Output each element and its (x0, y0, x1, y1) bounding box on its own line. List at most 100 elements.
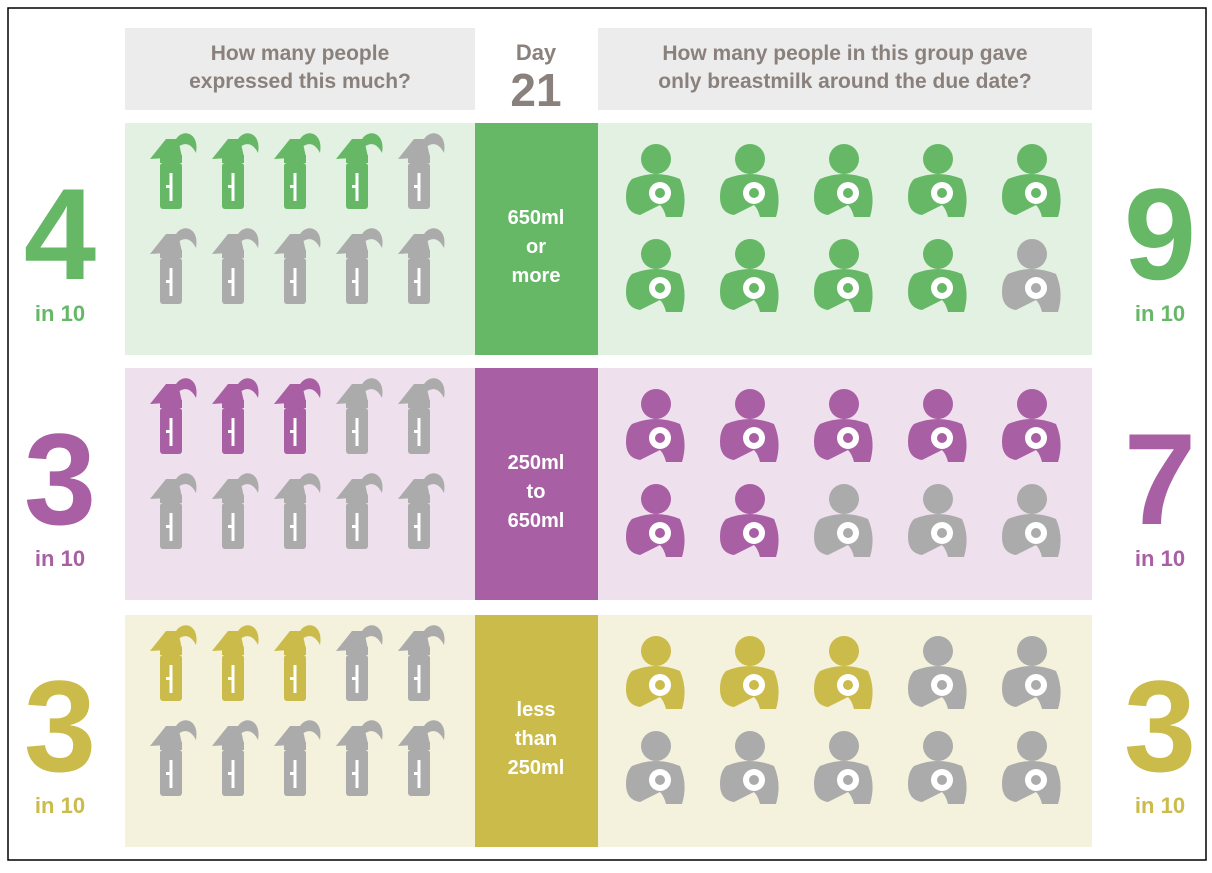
pump-icon (398, 473, 445, 549)
label-bar (475, 615, 598, 847)
baby-head (655, 433, 665, 443)
pump-funnel (274, 631, 306, 651)
head (923, 636, 953, 666)
expressed-number: 4 (24, 161, 96, 307)
nursing-icon (626, 144, 685, 217)
pump-handle (236, 133, 259, 153)
pump-funnel (336, 234, 368, 254)
head (735, 731, 765, 761)
head (1017, 389, 1047, 419)
baby-head (655, 680, 665, 690)
pump-mark (290, 677, 296, 680)
pump-mark (166, 677, 172, 680)
pump-mark (166, 280, 172, 283)
head (641, 239, 671, 269)
pump-mark (228, 677, 234, 680)
baby-head (749, 775, 759, 785)
pump-handle (422, 720, 445, 740)
head (1017, 144, 1047, 174)
head (829, 731, 859, 761)
range-label: than (515, 728, 557, 750)
pump-icon (336, 625, 383, 701)
pump-funnel (336, 631, 368, 651)
pump-funnel (212, 139, 244, 159)
head (829, 389, 859, 419)
head (923, 484, 953, 514)
nursing-icon (1002, 484, 1061, 557)
head (829, 636, 859, 666)
baby-head (937, 433, 947, 443)
pump-funnel (150, 726, 182, 746)
range-label: 250ml (508, 452, 565, 474)
baby-head (843, 528, 853, 538)
pump-icon (274, 228, 321, 304)
pump-mark (290, 772, 296, 775)
pump-funnel (336, 479, 368, 499)
range-label: or (526, 236, 546, 258)
pump-mark (228, 185, 234, 188)
header-box (125, 28, 475, 110)
baby-head (937, 775, 947, 785)
pump-funnel (274, 234, 306, 254)
baby-head (1031, 775, 1041, 785)
pump-handle (298, 625, 321, 645)
nursing-icon (908, 484, 967, 557)
pump-funnel (398, 139, 430, 159)
pump-mark (414, 430, 420, 433)
pump-handle (236, 625, 259, 645)
nursing-icon (720, 144, 779, 217)
baby-head (655, 775, 665, 785)
pump-mark (352, 280, 358, 283)
baby-head (843, 775, 853, 785)
pump-icon (336, 228, 383, 304)
pump-icon (274, 720, 321, 796)
nursing-icon (908, 389, 967, 462)
pump-neck (160, 250, 182, 258)
baby-head (749, 188, 759, 198)
header-text: only breastmilk around the due date? (658, 70, 1031, 93)
pump-neck (284, 495, 306, 503)
baby-head (843, 680, 853, 690)
baby-head (1031, 680, 1041, 690)
pump-mark (228, 280, 234, 283)
pump-neck (284, 647, 306, 655)
pump-funnel (150, 139, 182, 159)
pump-mark (290, 280, 296, 283)
pump-neck (346, 250, 368, 258)
pump-icon (398, 378, 445, 454)
head (641, 484, 671, 514)
pump-mark (414, 677, 420, 680)
pump-icon (150, 473, 197, 549)
pump-handle (298, 228, 321, 248)
day-label: Day (516, 40, 557, 65)
nursing-icon (1002, 636, 1061, 709)
range-label: 650ml (508, 510, 565, 532)
pump-icon (150, 228, 197, 304)
pump-handle (174, 378, 197, 398)
pump-mark (414, 280, 420, 283)
pump-neck (284, 742, 306, 750)
header-text: expressed this much? (189, 70, 411, 93)
baby-head (749, 528, 759, 538)
pump-funnel (398, 384, 430, 404)
pump-handle (422, 473, 445, 493)
pump-handle (174, 133, 197, 153)
pump-neck (222, 742, 244, 750)
range-label: less (517, 699, 556, 721)
baby-head (655, 283, 665, 293)
pump-handle (360, 625, 383, 645)
expressed-number: 3 (24, 653, 96, 799)
pump-funnel (150, 234, 182, 254)
pump-handle (298, 473, 321, 493)
head (1017, 636, 1047, 666)
pump-icon (212, 378, 259, 454)
pump-icon (398, 133, 445, 209)
pump-neck (346, 155, 368, 163)
pump-handle (236, 473, 259, 493)
pump-mark (166, 185, 172, 188)
head (829, 239, 859, 269)
head (735, 484, 765, 514)
pump-handle (360, 133, 383, 153)
nursing-icon (720, 389, 779, 462)
